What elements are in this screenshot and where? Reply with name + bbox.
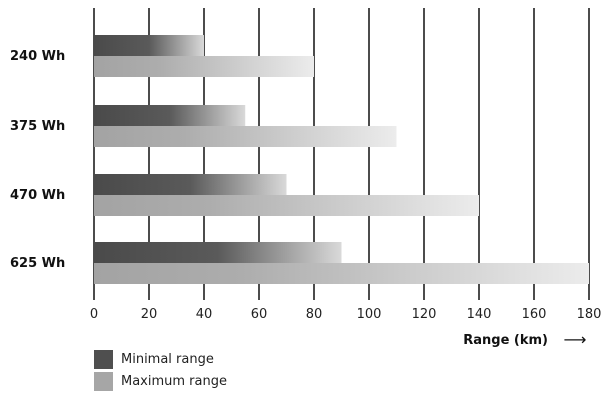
x-tick-label: 120 <box>412 307 437 322</box>
legend-label-maximum: Maximum range <box>121 373 227 389</box>
x-tick-label: 0 <box>90 307 98 322</box>
x-tick-label: 140 <box>467 307 492 322</box>
x-axis-arrow: ⟶ <box>564 330 587 349</box>
bar-maximum-range <box>94 56 314 77</box>
x-tick-labels: 0 20 40 60 80 100 120 140 160 180 <box>90 307 601 322</box>
legend-swatch-maximum <box>94 371 113 391</box>
x-axis-title-group: Range (km) ⟶ <box>463 330 586 349</box>
x-tick-label: 80 <box>306 307 323 322</box>
x-tick-label: 20 <box>141 307 158 322</box>
x-tick-label: 160 <box>522 307 547 322</box>
bar-minimal-range <box>94 242 342 263</box>
legend-swatch-minimal <box>94 349 113 369</box>
category-label: 625 Wh <box>10 256 65 271</box>
bar-maximum-range <box>94 263 589 284</box>
legend: Minimal range Maximum range <box>94 349 227 393</box>
bar-maximum-range <box>94 126 397 147</box>
x-tick-label: 100 <box>357 307 382 322</box>
category-label: 375 Wh <box>10 119 65 134</box>
x-axis-title: Range (km) <box>463 333 548 348</box>
bars <box>94 35 589 284</box>
bar-minimal-range <box>94 174 287 195</box>
x-tick-label: 180 <box>577 307 601 322</box>
legend-item-maximum: Maximum range <box>94 371 227 391</box>
category-label: 240 Wh <box>10 49 65 64</box>
legend-label-minimal: Minimal range <box>121 351 214 367</box>
bar-minimal-range <box>94 35 204 56</box>
category-label: 470 Wh <box>10 188 65 203</box>
bar-maximum-range <box>94 195 479 216</box>
x-tick-label: 60 <box>251 307 268 322</box>
bar-minimal-range <box>94 105 246 126</box>
category-labels: 240 Wh 375 Wh 470 Wh 625 Wh <box>10 49 65 271</box>
legend-item-minimal: Minimal range <box>94 349 227 369</box>
x-tick-label: 40 <box>196 307 213 322</box>
